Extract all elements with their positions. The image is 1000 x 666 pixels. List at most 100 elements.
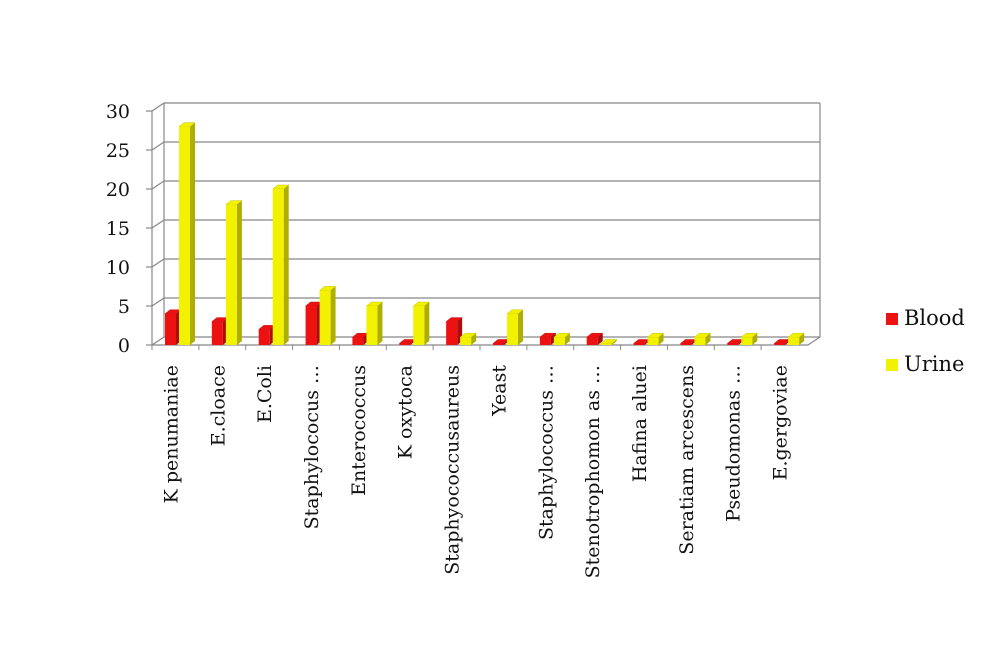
x-axis-labels: K penumaniae E.cloace E.Coli Staphylococus … (160, 365, 791, 579)
bar-urine (272, 184, 290, 345)
bar-front (305, 306, 317, 345)
bar-urine (365, 301, 384, 345)
x-category-label: K oxytoca (395, 365, 417, 459)
bar-side (330, 286, 336, 345)
bar-side (236, 200, 242, 345)
bar-blood (679, 339, 698, 345)
bar-urine (787, 332, 805, 345)
bar-urine (178, 122, 196, 345)
bar-front (741, 337, 753, 345)
bar-side (377, 302, 383, 345)
legend-swatch-blood (886, 313, 898, 325)
bar-urine (553, 332, 571, 345)
bar-blood (211, 317, 229, 345)
bar-urine (740, 332, 758, 345)
bar-front (352, 337, 364, 345)
y-tick-label: 15 (106, 218, 130, 240)
bar-side (518, 309, 523, 345)
bar-urine (318, 286, 337, 345)
bar-front (319, 290, 331, 345)
bar-front (507, 313, 518, 345)
y-tick-label: 25 (106, 140, 130, 162)
bar-blood (632, 339, 651, 345)
gridline-slant (151, 102, 165, 112)
bar-blood (586, 332, 604, 345)
gridline-slant (151, 297, 165, 307)
bar-urine (600, 339, 618, 345)
gridline-slant (151, 258, 165, 268)
bar-front (493, 343, 504, 345)
x-category-label: E.cloace (207, 365, 229, 446)
bar-blood (304, 301, 323, 345)
bar-blood (398, 339, 416, 345)
bar-side (752, 333, 758, 345)
legend-label-blood: Blood (904, 306, 965, 330)
bar-urine (646, 332, 665, 345)
gridline-slant (151, 219, 165, 229)
bar-front (680, 343, 692, 345)
bar-front (788, 337, 800, 345)
y-tick-label: 30 (106, 101, 130, 123)
gridlines (151, 102, 821, 346)
bar-side (424, 302, 430, 345)
y-tick-label: 10 (106, 257, 130, 279)
gridline-slant (151, 180, 165, 190)
x-category-label: Yeast (488, 365, 510, 417)
bar-blood (351, 332, 370, 345)
bar-front (647, 337, 659, 345)
bar-side (550, 333, 556, 345)
y-tick-label: 20 (106, 179, 130, 201)
bar-front (586, 337, 598, 345)
bar-urine (459, 332, 477, 345)
bar-blood (445, 317, 463, 345)
bar-blood (726, 339, 744, 345)
bar-side (705, 333, 711, 345)
bar-front (539, 337, 551, 345)
bar-side (611, 339, 617, 345)
legend: Blood Urine (886, 306, 965, 376)
legend-swatch-urine (886, 359, 898, 371)
bar-side (283, 185, 289, 345)
gridline-slant (151, 336, 165, 346)
bar-urine (506, 309, 524, 345)
bar-front (179, 126, 190, 345)
gridline-slant (151, 141, 165, 151)
y-tick-label: 5 (118, 296, 130, 318)
bar-side (564, 333, 570, 345)
bar-side (597, 333, 603, 345)
legend-label-urine: Urine (904, 352, 964, 376)
x-category-label: K penumaniae (160, 365, 182, 503)
bar-front (460, 337, 472, 345)
y-axis: 0 5 10 15 20 25 30 (106, 101, 152, 357)
bar-blood (492, 339, 510, 345)
x-category-label: Staphyococcusaureus (442, 365, 464, 575)
bar-blood (258, 325, 276, 345)
bar-front (211, 321, 223, 345)
x-category-label: Enterococcus (348, 365, 370, 496)
bar-front (366, 306, 378, 345)
bar-front (225, 204, 237, 345)
bar-front (165, 313, 176, 345)
bar-front (413, 306, 425, 345)
bars (151, 122, 805, 350)
bar-side (190, 122, 195, 345)
x-category-label: Staphylococcus … (535, 365, 557, 540)
bar-blood (773, 339, 791, 345)
bar-front (694, 337, 706, 345)
bar-blood (164, 309, 182, 345)
bar-urine (693, 332, 712, 345)
x-category-label: E.gergoviae (770, 365, 792, 480)
x-category-label: Stenotrophomon as … (582, 365, 604, 578)
bar-urine (225, 200, 243, 345)
bar-side (471, 333, 477, 345)
bar-urine (412, 301, 430, 345)
bar-front (600, 343, 612, 345)
bar-side (799, 333, 805, 345)
x-category-label: E.Coli (254, 365, 276, 423)
floor-edge (807, 336, 821, 346)
bar-front (272, 189, 284, 345)
y-tick-label: 0 (118, 335, 130, 357)
x-category-label: Staphylococus … (301, 365, 323, 529)
bar-front (553, 337, 565, 345)
